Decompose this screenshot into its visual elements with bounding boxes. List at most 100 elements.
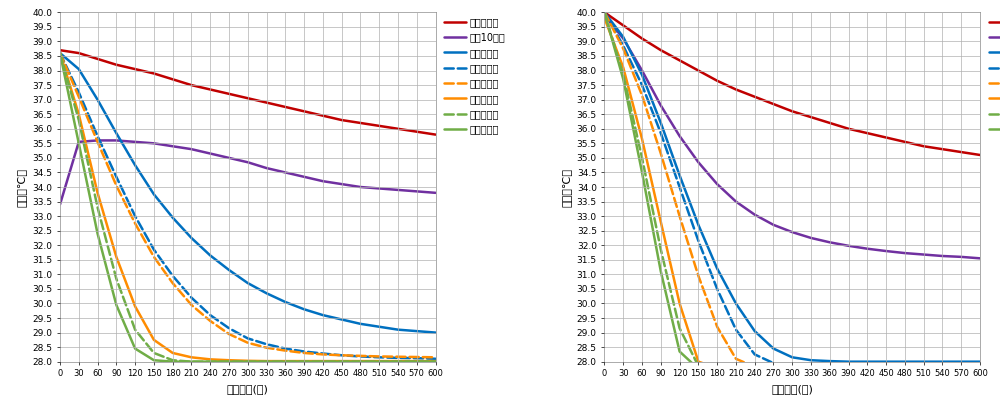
横置き正面 bbox=[129, 221, 141, 226]
平置き短手 bbox=[411, 329, 423, 334]
平置き短手 bbox=[617, 35, 629, 39]
横置き側面 bbox=[279, 359, 291, 364]
横置き側面 bbox=[786, 367, 798, 372]
平置き長手 bbox=[918, 365, 930, 370]
横置き正面 bbox=[298, 351, 310, 356]
縦置き正面 bbox=[298, 359, 310, 364]
縦置き正面 bbox=[880, 367, 892, 372]
平置き長手 bbox=[223, 326, 235, 331]
平置き短手 bbox=[805, 358, 817, 363]
平置き短手 bbox=[936, 359, 948, 364]
横置き側面 bbox=[411, 359, 423, 364]
横置き正面 bbox=[805, 366, 817, 371]
平置き長手 bbox=[354, 354, 366, 359]
縦置き側面 bbox=[148, 358, 160, 363]
横置き正面 bbox=[148, 254, 160, 259]
スマホ単体 bbox=[92, 56, 104, 61]
常源10円玉 bbox=[936, 254, 948, 259]
常源10円玉 bbox=[129, 139, 141, 144]
平置き長手 bbox=[392, 356, 404, 360]
Line: 縦置き側面: 縦置き側面 bbox=[604, 12, 980, 370]
常源10円玉 bbox=[148, 141, 160, 146]
Legend: スマホ単体, 常源10円玉, 平置き短手, 平置き長手, 横置き正面, 横置き側面, 縦置き正面, 縦置き側面: スマホ単体, 常源10円玉, 平置き短手, 平置き長手, 横置き正面, 横置き側… bbox=[444, 17, 505, 135]
縦置き正面 bbox=[167, 358, 179, 363]
スマホ単体 bbox=[73, 51, 85, 55]
スマホ単体 bbox=[167, 77, 179, 82]
平置き短手 bbox=[73, 67, 85, 72]
縦置き正面 bbox=[430, 359, 442, 364]
縦置き正面 bbox=[617, 72, 629, 77]
横置き側面 bbox=[824, 367, 836, 372]
平置き長手 bbox=[880, 365, 892, 370]
横置き側面 bbox=[373, 359, 385, 364]
縦置き正面 bbox=[148, 351, 160, 356]
Legend: スマホ単体, 常源10円玉, 平置き短手, 平置き長手, 横置き正面, 横置き側面, 縦置き正面, 縦置き側面: スマホ単体, 常源10円玉, 平置き短手, 平置き長手, 横置き正面, 横置き側… bbox=[989, 17, 1000, 135]
平置き短手 bbox=[185, 236, 197, 240]
横置き正面 bbox=[730, 356, 742, 361]
スマホ単体 bbox=[430, 132, 442, 137]
横置き側面 bbox=[899, 367, 911, 372]
縦置き側面 bbox=[279, 359, 291, 364]
縦置き正面 bbox=[73, 118, 85, 122]
横置き側面 bbox=[843, 367, 855, 372]
スマホ単体 bbox=[767, 102, 779, 106]
平置き長手 bbox=[279, 346, 291, 351]
横置き側面 bbox=[974, 367, 986, 372]
縦置き正面 bbox=[955, 367, 967, 372]
横置き正面 bbox=[824, 366, 836, 371]
スマホ単体 bbox=[242, 96, 254, 101]
常源10円玉 bbox=[749, 212, 761, 217]
常源10円玉 bbox=[674, 134, 686, 139]
常源10円玉 bbox=[336, 182, 348, 187]
横置き側面 bbox=[261, 359, 273, 364]
横置き正面 bbox=[655, 151, 667, 156]
横置き正面 bbox=[279, 348, 291, 353]
スマホ単体 bbox=[129, 67, 141, 72]
スマホ単体 bbox=[674, 58, 686, 63]
縦置き側面 bbox=[598, 10, 610, 15]
横置き側面 bbox=[92, 190, 104, 195]
常源10円玉 bbox=[767, 222, 779, 227]
縦置き側面 bbox=[110, 302, 122, 307]
横置き正面 bbox=[336, 353, 348, 358]
横置き正面 bbox=[54, 51, 66, 55]
縦置き正面 bbox=[918, 367, 930, 372]
縦置き正面 bbox=[936, 367, 948, 372]
縦置き側面 bbox=[880, 367, 892, 372]
平置き短手 bbox=[918, 359, 930, 364]
平置き短手 bbox=[955, 359, 967, 364]
常源10円玉 bbox=[805, 236, 817, 240]
縦置き側面 bbox=[430, 359, 442, 364]
縦置き側面 bbox=[261, 359, 273, 364]
平置き長手 bbox=[674, 185, 686, 189]
Y-axis label: 温度（℃）: 温度（℃） bbox=[17, 168, 27, 206]
横置き正面 bbox=[223, 332, 235, 337]
平置き短手 bbox=[129, 163, 141, 168]
横置き正面 bbox=[92, 139, 104, 144]
平置き長手 bbox=[54, 51, 66, 55]
平置き長手 bbox=[749, 352, 761, 357]
縦置き正面 bbox=[110, 276, 122, 281]
横置き側面 bbox=[317, 359, 329, 364]
平置き長手 bbox=[636, 83, 648, 88]
Line: 平置き短手: 平置き短手 bbox=[60, 53, 436, 332]
縦置き正面 bbox=[805, 367, 817, 372]
横置き側面 bbox=[298, 359, 310, 364]
横置き正面 bbox=[936, 366, 948, 371]
縦置き側面 bbox=[899, 367, 911, 372]
平置き短手 bbox=[261, 291, 273, 296]
横置き側面 bbox=[749, 367, 761, 372]
スマホ単体 bbox=[899, 139, 911, 144]
横置き正面 bbox=[918, 366, 930, 371]
常源10円玉 bbox=[242, 160, 254, 165]
縦置き正面 bbox=[767, 367, 779, 372]
スマホ単体 bbox=[392, 126, 404, 131]
Line: 常源10円玉: 常源10円玉 bbox=[604, 15, 980, 259]
平置き長手 bbox=[936, 365, 948, 370]
縦置き正面 bbox=[411, 359, 423, 364]
常源10円玉 bbox=[730, 199, 742, 204]
Line: 縦置き正面: 縦置き正面 bbox=[60, 53, 436, 362]
常源10円玉 bbox=[861, 246, 873, 251]
縦置き側面 bbox=[336, 359, 348, 364]
常源10円玉 bbox=[354, 185, 366, 189]
